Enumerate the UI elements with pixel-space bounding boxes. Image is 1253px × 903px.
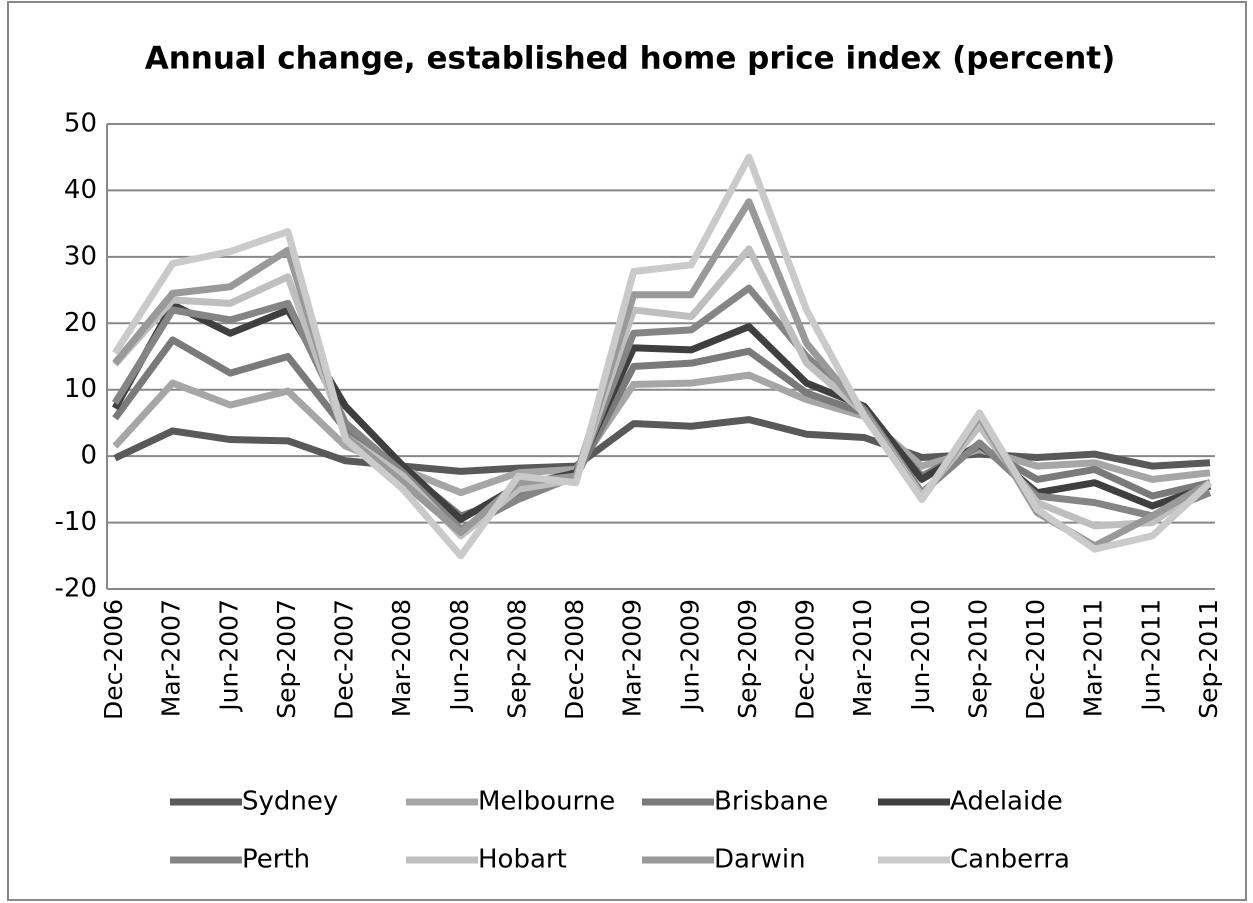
x-tick-label: Sep-2011 (1194, 599, 1223, 719)
x-tick-label: Jun-2007 (214, 599, 243, 713)
chart-border (7, 1, 1247, 901)
y-tick-label: 10 (64, 374, 97, 404)
x-tick-label: Sep-2008 (502, 599, 531, 719)
legend-label: Melbourne (478, 787, 615, 817)
y-tick-label: 0 (80, 441, 97, 471)
y-tick-label: 50 (64, 109, 97, 139)
chart-title: Annual change, established home price in… (145, 41, 1116, 77)
x-tick-label: Dec-2008 (560, 599, 589, 720)
y-tick-label: 20 (64, 308, 97, 338)
series-line (112, 371, 1211, 497)
y-tick-label: -20 (55, 574, 97, 604)
x-tick-label: Dec-2009 (791, 599, 820, 720)
legend-label: Perth (242, 845, 310, 875)
legend-label: Darwin (714, 845, 806, 875)
x-tick-label: Jun-2010 (906, 599, 935, 713)
x-tick-label: Sep-2010 (963, 599, 992, 719)
x-tick-label: Jun-2011 (1136, 599, 1165, 713)
y-tick-label: 40 (64, 175, 97, 205)
legend-label: Sydney (242, 787, 338, 817)
legend-label: Hobart (478, 845, 567, 875)
series-line (113, 416, 1211, 475)
legend-label: Canberra (950, 845, 1070, 875)
x-tick-label: Mar-2011 (1079, 599, 1108, 717)
series-line (112, 153, 1213, 560)
x-tick-label: Mar-2008 (387, 599, 416, 717)
x-tick-label: Jun-2009 (675, 599, 704, 713)
y-tick-label: -10 (55, 507, 97, 537)
y-tick-label: 30 (64, 241, 97, 271)
x-tick-label: Mar-2009 (618, 599, 647, 717)
x-tick-label: Jun-2008 (445, 599, 474, 713)
x-tick-label: Dec-2006 (99, 599, 128, 720)
x-tick-label: Dec-2007 (330, 599, 359, 720)
x-tick-label: Mar-2007 (157, 599, 186, 717)
x-tick-label: Sep-2007 (272, 599, 301, 719)
series-line (112, 336, 1211, 520)
legend-label: Brisbane (714, 787, 828, 817)
x-tick-label: Sep-2009 (733, 599, 762, 719)
x-tick-label: Mar-2010 (848, 599, 877, 717)
x-tick-label: Dec-2010 (1021, 599, 1050, 720)
legend-label: Adelaide (950, 787, 1063, 817)
